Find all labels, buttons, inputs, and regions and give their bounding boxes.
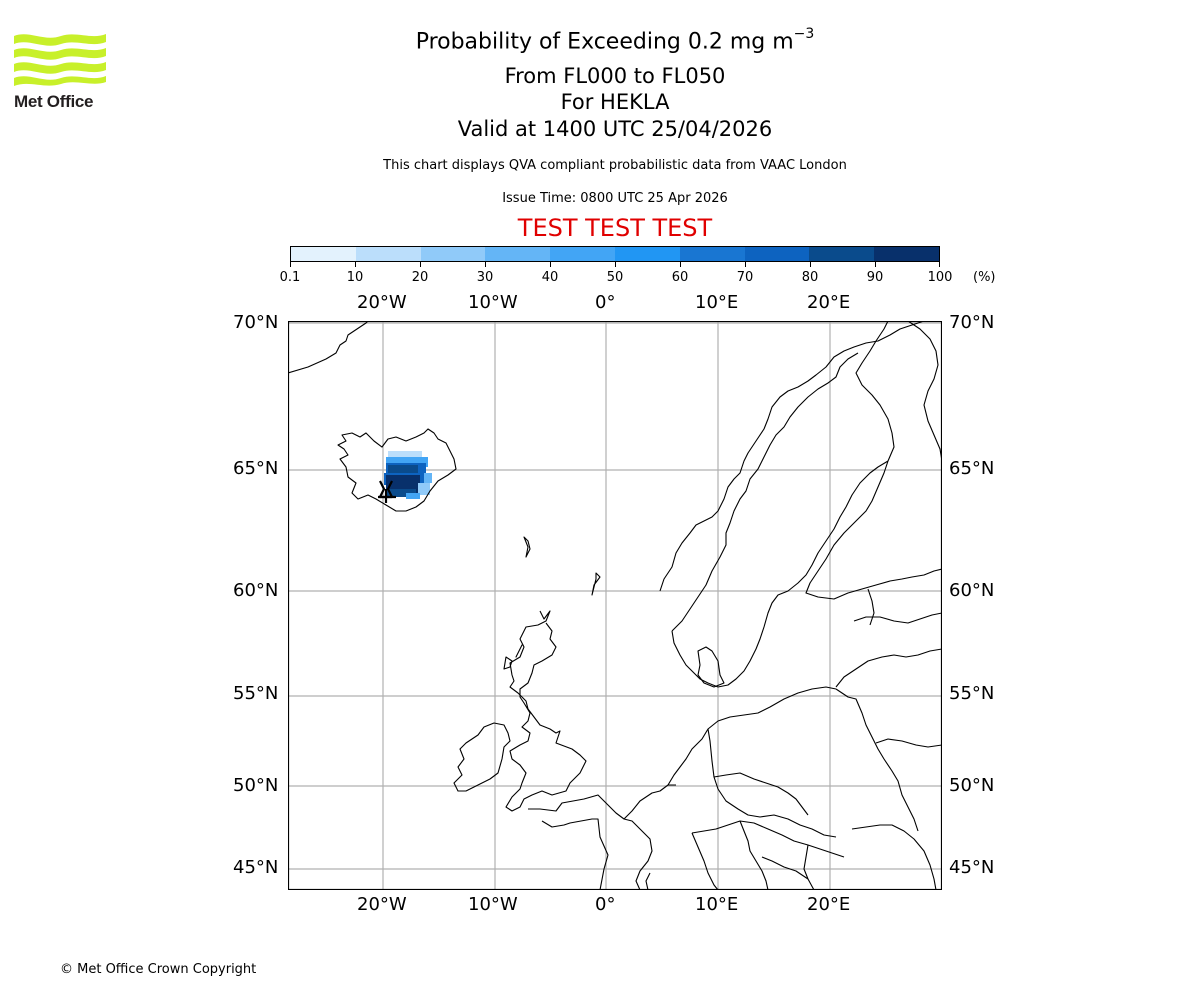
lat-label-left: 45°N bbox=[233, 857, 279, 878]
lat-label-right: 65°N bbox=[949, 458, 995, 479]
colorbar-segment bbox=[679, 247, 745, 261]
colorbar-segment bbox=[744, 247, 810, 261]
colorbar-segment bbox=[809, 247, 875, 261]
valid-time: Valid at 1400 UTC 25/04/2026 bbox=[457, 117, 773, 141]
lon-label-top: 20°E bbox=[807, 292, 851, 313]
lat-label-left: 50°N bbox=[233, 775, 279, 796]
lat-label-right: 55°N bbox=[949, 683, 995, 704]
lat-label-left: 65°N bbox=[233, 458, 279, 479]
map-canvas bbox=[287, 320, 943, 891]
lat-label-left: 60°N bbox=[233, 580, 279, 601]
lon-label-top: 10°E bbox=[695, 292, 739, 313]
chart-title: Probability of Exceeding 0.2 mg m−3 bbox=[0, 26, 1200, 55]
colorbar-tick-label: 100 bbox=[927, 270, 953, 285]
lat-label-right: 45°N bbox=[949, 857, 995, 878]
title-main: Probability of Exceeding 0.2 mg m bbox=[415, 29, 794, 55]
colorbar-ticks bbox=[290, 262, 940, 267]
gridlines bbox=[288, 321, 942, 890]
lat-label-right: 70°N bbox=[949, 312, 995, 333]
lon-label-top: 20°W bbox=[357, 292, 407, 313]
copyright: © Met Office Crown Copyright bbox=[60, 962, 257, 977]
issue-time: Issue Time: 0800 UTC 25 Apr 2026 bbox=[502, 191, 728, 206]
lat-label-left: 70°N bbox=[233, 312, 279, 333]
level-range: From FL000 to FL050 bbox=[504, 64, 726, 88]
colorbar-segment bbox=[420, 247, 486, 261]
title-superscript: −3 bbox=[793, 26, 815, 42]
lat-label-right: 60°N bbox=[949, 580, 995, 601]
lon-label-top: 10°W bbox=[468, 292, 518, 313]
volcano-name: For HEKLA bbox=[560, 90, 670, 114]
colorbar-tick-label: 0.1 bbox=[279, 270, 301, 285]
colorbar-segment bbox=[355, 247, 421, 261]
colorbar-tick-label: 60 bbox=[671, 270, 689, 285]
colorbar-unit: (%) bbox=[973, 270, 996, 285]
logo-text: Met Office bbox=[14, 92, 94, 111]
lon-label-bottom: 20°E bbox=[807, 894, 851, 915]
colorbar bbox=[290, 246, 940, 262]
map-frame bbox=[287, 320, 943, 891]
colorbar-tick-label: 20 bbox=[411, 270, 429, 285]
colorbar-segment bbox=[291, 247, 356, 261]
map-panel[interactable] bbox=[287, 320, 943, 891]
coastlines bbox=[288, 321, 942, 890]
met-office-waves-icon bbox=[14, 34, 106, 86]
met-office-logo: Met Office bbox=[14, 30, 108, 112]
colorbar-tick-label: 30 bbox=[476, 270, 494, 285]
colorbar-segment bbox=[485, 247, 551, 261]
volcano-marker-icon bbox=[378, 480, 396, 503]
lat-label-right: 50°N bbox=[949, 775, 995, 796]
lon-label-bottom: 20°W bbox=[357, 894, 407, 915]
colorbar-tick-label: 10 bbox=[346, 270, 364, 285]
colorbar-tick-label: 70 bbox=[736, 270, 754, 285]
colorbar-tick-label: 50 bbox=[606, 270, 624, 285]
lon-label-bottom: 10°W bbox=[468, 894, 518, 915]
lat-label-left: 55°N bbox=[233, 683, 279, 704]
colorbar-tick-label: 40 bbox=[541, 270, 559, 285]
description: This chart displays QVA compliant probab… bbox=[383, 158, 847, 173]
lon-label-bottom: 0° bbox=[595, 894, 616, 915]
colorbar-tick-label: 90 bbox=[866, 270, 884, 285]
colorbar-segment bbox=[874, 247, 939, 261]
colorbar-tick-label: 80 bbox=[801, 270, 819, 285]
lon-label-top: 0° bbox=[595, 292, 616, 313]
colorbar-segment bbox=[550, 247, 615, 261]
lon-label-bottom: 10°E bbox=[695, 894, 739, 915]
colorbar-segment bbox=[614, 247, 680, 261]
ash-plume bbox=[384, 451, 432, 499]
test-banner: TEST TEST TEST bbox=[517, 214, 713, 242]
